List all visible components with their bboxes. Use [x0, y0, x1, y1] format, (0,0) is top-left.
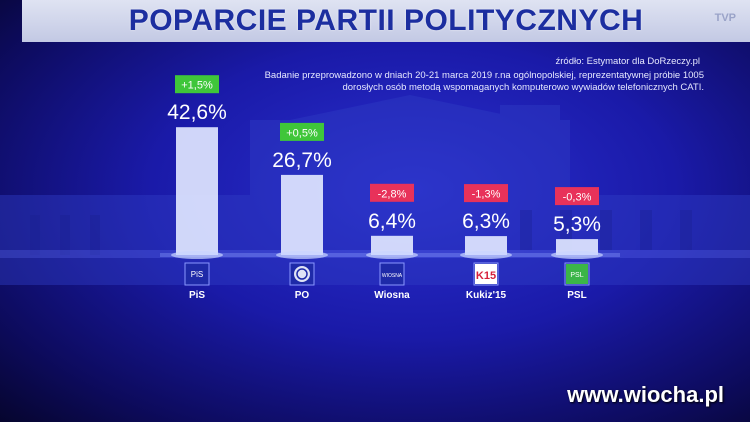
psl-logo-bg: [566, 264, 588, 284]
logo-text-2: WIOSNA: [382, 273, 403, 279]
tvp-logo: TVP: [714, 12, 736, 24]
category-label-4: PSL: [567, 290, 586, 301]
psl-logo-text: PSL: [570, 272, 583, 279]
kukiz-logo-bg: [475, 264, 497, 284]
watermark: www.wiocha.pl: [567, 382, 724, 407]
change-label-4: -0,3%: [563, 192, 592, 204]
value-label-2: 6,4%: [368, 210, 416, 233]
value-label-0: 42,6%: [167, 101, 227, 124]
change-badge-1: [280, 122, 324, 141]
bar-3: [465, 236, 507, 255]
po-logo-ring: [296, 268, 308, 280]
value-label-1: 26,7%: [272, 149, 332, 172]
change-badge-4: [555, 187, 599, 206]
change-label-0: +1,5%: [181, 80, 213, 92]
title-bar: POPARCIE PARTII POLITYCZNYCH TVP: [22, 0, 750, 42]
bar-base-glow-2: [366, 251, 418, 259]
category-label-1: PO: [295, 290, 310, 301]
logo-text-0: PiS: [191, 270, 203, 279]
bar-2: [371, 235, 413, 255]
change-label-1: +0,5%: [286, 127, 318, 139]
bar-4: [556, 239, 598, 255]
chart-title: POPARCIE PARTII POLITYCZNYCH: [128, 4, 644, 37]
bar-base-glow-4: [551, 251, 603, 259]
source-text: źródło: Estymator dla DoRzeczy.pl: [555, 56, 701, 67]
change-badge-0: [175, 75, 219, 94]
kukiz-logo-text: K15: [476, 270, 496, 282]
change-label-3: -1,3%: [472, 189, 501, 201]
bar-base-glow-3: [460, 251, 512, 259]
value-label-3: 6,3%: [462, 210, 510, 233]
bar-base-glow-1: [276, 251, 328, 259]
wiosna-logo-icon: [379, 262, 405, 286]
category-label-3: Kukiz'15: [466, 290, 507, 301]
category-label-0: PiS: [189, 290, 205, 301]
bar-0: [176, 127, 218, 255]
bar-1: [281, 174, 323, 255]
change-badge-2: [370, 183, 414, 202]
change-label-2: -2,8%: [378, 188, 407, 200]
value-label-4: 5,3%: [553, 213, 601, 236]
category-label-2: Wiosna: [374, 290, 410, 301]
change-badge-3: [464, 184, 508, 203]
bar-base-glow-0: [171, 251, 223, 259]
survey-note: Badanie przeprowadzono w dniach 20-21 ma…: [264, 70, 704, 93]
pis-logo-icon: [184, 262, 210, 286]
